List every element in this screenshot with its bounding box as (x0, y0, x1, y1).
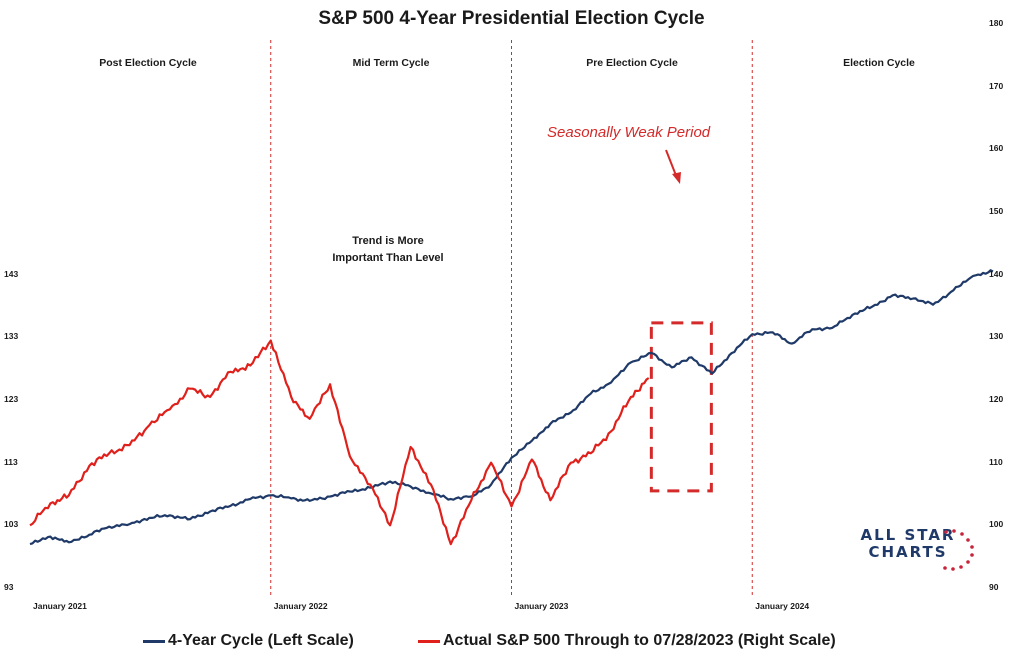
phase-label-mid-term: Mid Term Cycle (352, 57, 430, 69)
y-tick-right-180: 180 (989, 18, 1004, 28)
legend-swatch-red (418, 639, 440, 643)
logo-line-1: ALL STAR (860, 526, 956, 544)
phase-label-election: Election Cycle (843, 57, 915, 69)
series-line-actual-sp500 (29, 339, 650, 546)
phase-label-post-election: Post Election Cycle (99, 57, 197, 69)
logo-line-2: CHARTS (868, 543, 948, 561)
legend-label-actual-sp500: Actual S&P 500 Through to 07/28/2023 (Ri… (443, 632, 836, 649)
x-tick-3: January 2023 (514, 601, 569, 611)
y-tick-right-170: 170 (989, 80, 1004, 91)
x-tick-2: January 2022 (273, 601, 328, 611)
y-tick-right-140: 140 (989, 268, 1004, 279)
legend-label-4-year-cycle: 4-Year Cycle (Left Scale) (168, 632, 354, 649)
y-tick-right-120: 120 (989, 394, 1004, 404)
legend-item-actual-sp500: Actual S&P 500 Through to 07/28/2023 (Ri… (418, 632, 836, 650)
seasonally-weak-callout: Seasonally Weak Period (547, 124, 711, 141)
y-tick-left-143: 143 (4, 268, 19, 279)
y-tick-right-110: 110 (989, 456, 1003, 467)
y-tick-left-113: 113 (4, 456, 18, 467)
weak-period-box (649, 321, 713, 493)
y-tick-left-123: 123 (4, 394, 19, 404)
x-tick-1: January 2021 (33, 601, 87, 611)
y-tick-right-90: 90 (989, 582, 999, 592)
y-tick-left-93: 93 (4, 582, 14, 592)
phase-label-pre-election: Pre Election Cycle (586, 57, 678, 69)
x-tick-4: January 2024 (755, 601, 810, 611)
y-tick-right-160: 160 (989, 143, 1004, 154)
y-tick-left-133: 133 (4, 331, 19, 342)
y-tick-right-150: 150 (989, 206, 1004, 216)
chart-title: S&P 500 4-Year Presidential Election Cyc… (318, 8, 705, 29)
y-tick-left-103: 103 (4, 519, 19, 530)
y-tick-right-130: 130 (989, 331, 1004, 342)
callout-arrow (665, 149, 681, 184)
chart-legend: 4-Year Cycle (Left Scale) Actual S&P 500… (0, 632, 1023, 658)
trend-note-line-1: Trend is More (352, 235, 424, 247)
legend-swatch-navy (143, 639, 165, 643)
all-star-charts-logo: ALL STAR CHARTS (848, 526, 988, 578)
y-tick-right-100: 100 (989, 519, 1004, 530)
series-line-4-year-cycle (29, 269, 994, 546)
trend-note: Trend is More Important Than Level (318, 233, 458, 267)
trend-note-line-2: Important Than Level (332, 252, 444, 264)
legend-item-4-year-cycle: 4-Year Cycle (Left Scale) (143, 632, 354, 650)
logo-stars-icon (943, 529, 974, 571)
